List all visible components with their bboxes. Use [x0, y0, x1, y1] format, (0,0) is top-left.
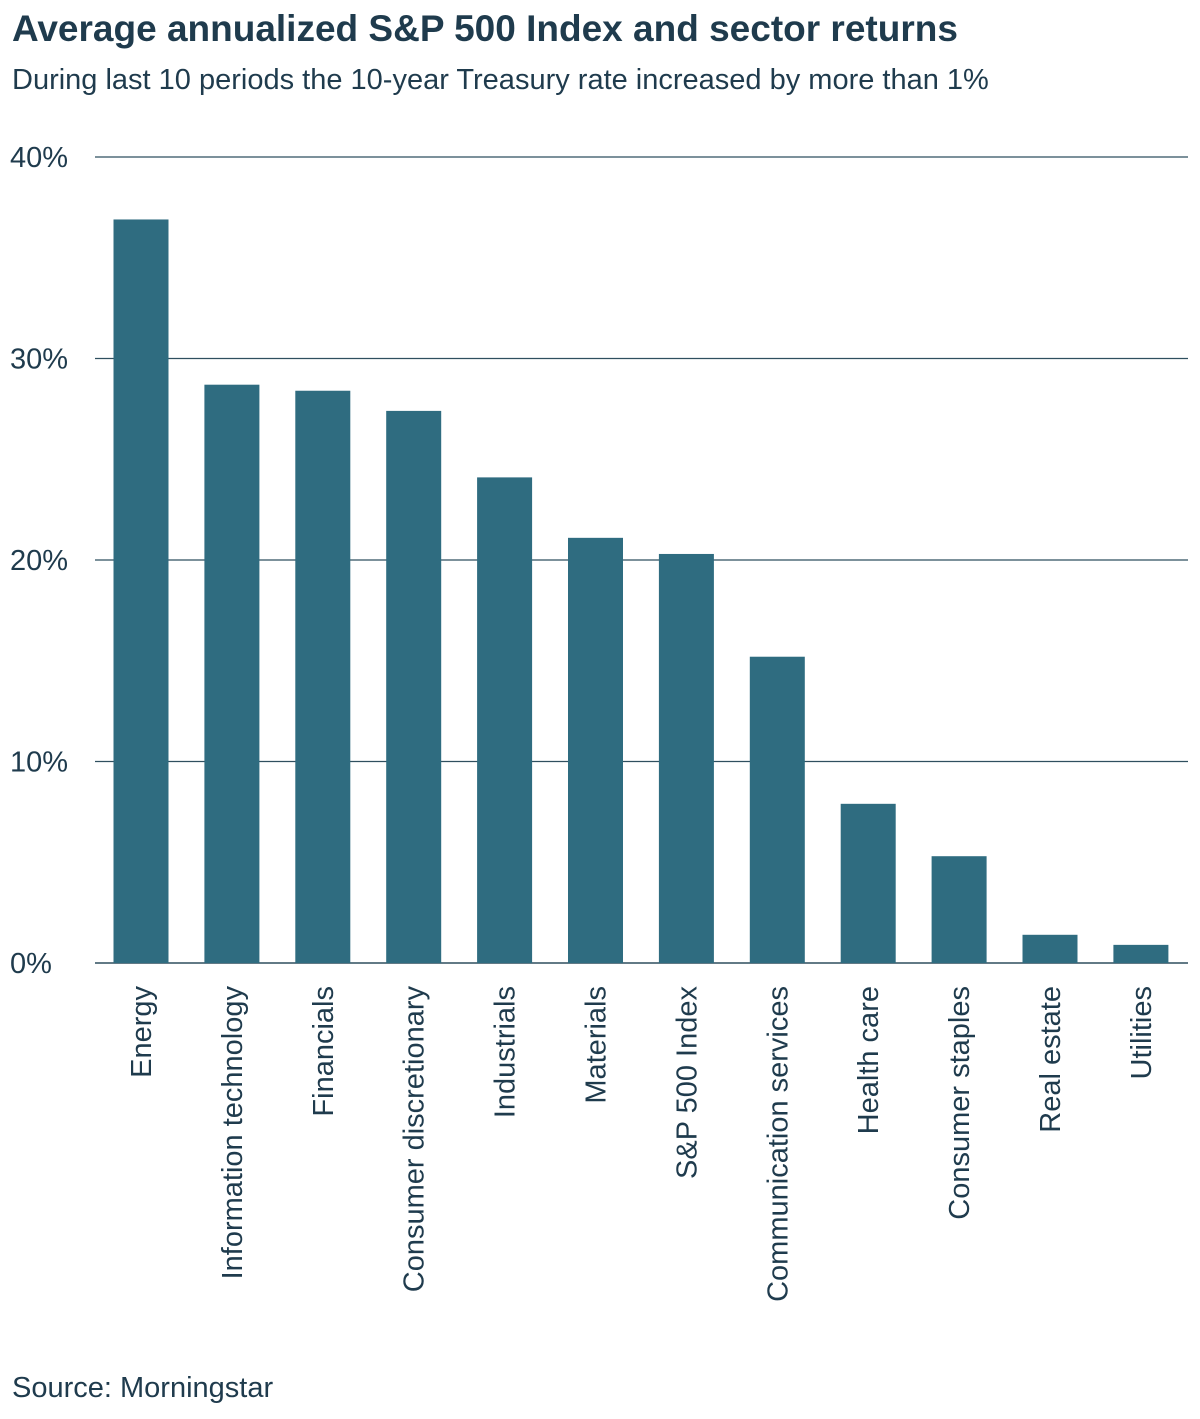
y-axis-tick-labels: 0% 10% 20% 30% 40% — [10, 142, 68, 980]
x-category-label: Health care — [853, 986, 885, 1134]
bar — [749, 656, 805, 963]
bar — [931, 856, 987, 963]
bar — [204, 384, 260, 963]
source-note: Source: Morningstar — [12, 1372, 274, 1404]
x-category-label: Materials — [581, 986, 613, 1104]
y-tick-label: 10% — [10, 747, 68, 779]
y-tick-label: 30% — [10, 344, 68, 376]
bar — [113, 219, 169, 964]
bar — [840, 803, 896, 963]
y-tick-label: 20% — [10, 545, 68, 577]
x-category-label: Financials — [308, 986, 340, 1117]
x-category-label: Consumer discretionary — [399, 986, 431, 1293]
chart-title: Average annualized S&P 500 Index and sec… — [12, 8, 958, 49]
gridlines — [95, 156, 1188, 964]
x-category-label: Industrials — [490, 986, 522, 1118]
x-category-label: Information technology — [217, 986, 249, 1280]
x-category-label: Energy — [126, 986, 158, 1078]
bars — [113, 219, 1169, 964]
x-category-label: Real estate — [1035, 986, 1067, 1133]
bar — [386, 410, 442, 963]
y-tick-label: 0% — [10, 948, 52, 980]
x-axis-category-labels: Energy Information technology Financials Co… — [126, 986, 1158, 1302]
bar — [295, 390, 351, 963]
chart-subtitle: During last 10 periods the 10-year Treas… — [12, 64, 989, 96]
x-category-label: Consumer staples — [944, 986, 976, 1220]
bar — [1113, 944, 1169, 963]
bar — [477, 477, 533, 963]
bar — [1022, 934, 1078, 963]
bar — [568, 537, 623, 963]
bar — [658, 553, 714, 963]
x-category-label: Communication services — [762, 986, 794, 1302]
x-category-label: S&P 500 Index — [671, 986, 703, 1179]
y-tick-label: 40% — [10, 142, 68, 174]
x-category-label: Utilities — [1126, 986, 1158, 1079]
